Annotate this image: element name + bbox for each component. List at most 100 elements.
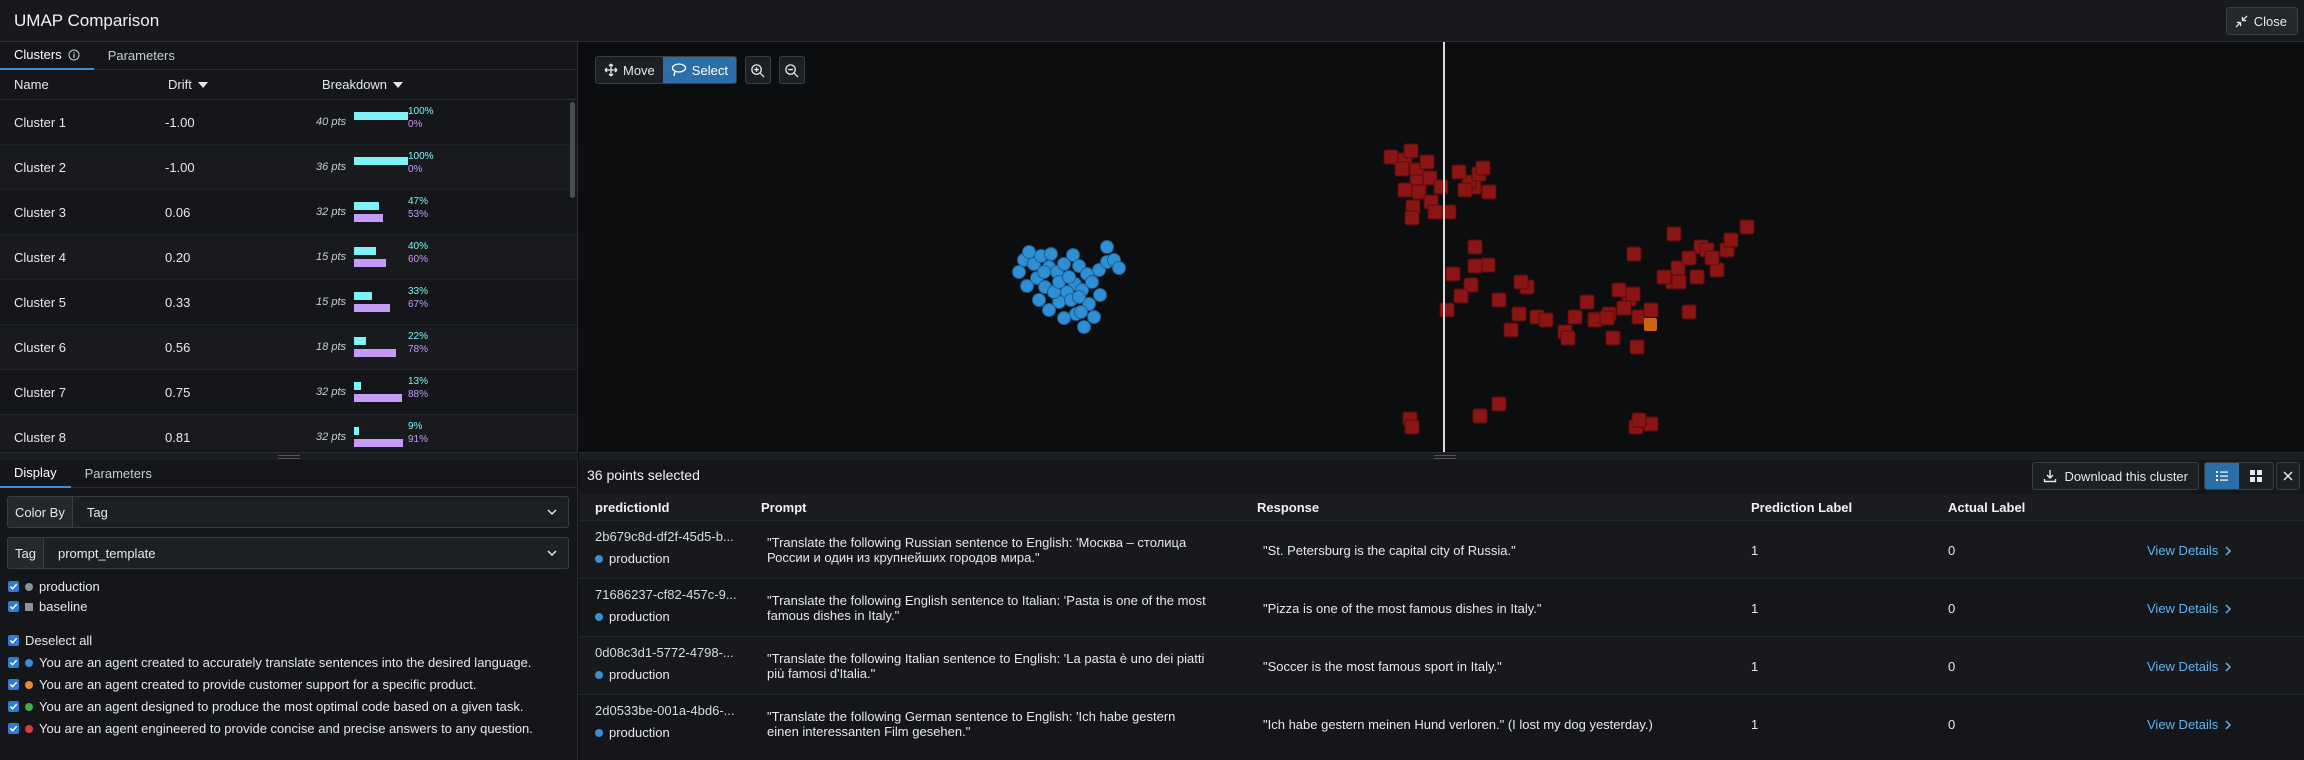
umap-point-selected[interactable] xyxy=(1042,303,1056,317)
column-name[interactable]: Name xyxy=(14,77,49,92)
umap-point[interactable] xyxy=(1681,250,1697,266)
umap-point-selected[interactable] xyxy=(1032,293,1046,307)
clusters-scrollbar[interactable] xyxy=(570,102,575,198)
info-icon[interactable] xyxy=(68,49,80,61)
right-splitter[interactable] xyxy=(579,452,2304,460)
umap-point-selected[interactable] xyxy=(1077,320,1091,334)
umap-point[interactable] xyxy=(1491,292,1507,308)
umap-point-selected[interactable] xyxy=(1057,257,1071,271)
zoom-in-button[interactable] xyxy=(744,56,771,84)
umap-point[interactable] xyxy=(1394,161,1410,177)
umap-point[interactable] xyxy=(1739,219,1755,235)
umap-point[interactable] xyxy=(1599,310,1615,326)
umap-point[interactable] xyxy=(1441,204,1457,220)
umap-point-selected[interactable] xyxy=(1022,245,1036,259)
umap-point[interactable] xyxy=(1689,269,1705,285)
view-details-link[interactable]: View Details xyxy=(2147,601,2232,616)
umap-point[interactable] xyxy=(1644,318,1657,331)
umap-point[interactable] xyxy=(1723,232,1739,248)
umap-point[interactable] xyxy=(1422,170,1438,186)
download-cluster-button[interactable]: Download this cluster xyxy=(2032,462,2199,490)
umap-point[interactable] xyxy=(1453,288,1469,304)
cluster-row[interactable]: Cluster 6 0.56 18 pts 22% 78% xyxy=(0,325,577,370)
umap-point[interactable] xyxy=(1538,312,1554,328)
umap-point[interactable] xyxy=(1463,277,1479,293)
cluster-row[interactable]: Cluster 3 0.06 32 pts 47% 53% xyxy=(0,190,577,235)
umap-point[interactable] xyxy=(1656,269,1672,285)
template-checkbox[interactable]: You are an agent created to accurately t… xyxy=(8,655,531,670)
umap-point[interactable] xyxy=(1513,274,1529,290)
list-view-button[interactable] xyxy=(2205,463,2239,489)
umap-point[interactable] xyxy=(1567,309,1583,325)
deselect-all-checkbox[interactable]: Deselect all xyxy=(8,633,92,648)
umap-point[interactable] xyxy=(1480,257,1496,273)
env-baseline-checkbox[interactable]: baseline xyxy=(8,599,87,614)
umap-point[interactable] xyxy=(1467,258,1483,274)
umap-point-selected[interactable] xyxy=(1066,248,1080,262)
umap-point[interactable] xyxy=(1671,274,1687,290)
umap-point[interactable] xyxy=(1404,419,1420,435)
umap-point[interactable] xyxy=(1666,226,1682,242)
cluster-row[interactable]: Cluster 7 0.75 32 pts 13% 88% xyxy=(0,370,577,415)
umap-point-selected[interactable] xyxy=(1074,305,1088,319)
umap-point[interactable] xyxy=(1611,282,1627,298)
view-details-link[interactable]: View Details xyxy=(2147,659,2232,674)
zoom-out-button[interactable] xyxy=(778,56,805,84)
umap-point[interactable] xyxy=(1404,210,1420,226)
cluster-row[interactable]: Cluster 2 -1.00 36 pts 100% 0% xyxy=(0,145,577,190)
umap-point-selected[interactable] xyxy=(1037,265,1051,279)
grid-view-button[interactable] xyxy=(2239,463,2273,489)
tab-display[interactable]: Display xyxy=(0,460,71,488)
tab-clusters[interactable]: Clusters xyxy=(0,42,94,70)
umap-point-selected[interactable] xyxy=(1100,240,1114,254)
umap-point[interactable] xyxy=(1629,339,1645,355)
umap-point[interactable] xyxy=(1445,266,1461,282)
view-details-link[interactable]: View Details xyxy=(2147,543,2232,558)
cluster-row[interactable]: Cluster 1 -1.00 40 pts 100% 0% xyxy=(0,100,577,145)
umap-point[interactable] xyxy=(1403,143,1419,159)
column-breakdown[interactable]: Breakdown xyxy=(322,77,404,92)
umap-point[interactable] xyxy=(1433,179,1449,195)
template-checkbox[interactable]: You are an agent designed to produce the… xyxy=(8,699,523,714)
umap-point-selected[interactable] xyxy=(1112,261,1126,275)
cluster-row[interactable]: Cluster 4 0.20 15 pts 40% 60% xyxy=(0,235,577,280)
umap-point[interactable] xyxy=(1397,182,1413,198)
close-selection-button[interactable] xyxy=(2276,462,2300,490)
umap-point-selected[interactable] xyxy=(1044,247,1058,261)
umap-point[interactable] xyxy=(1457,182,1473,198)
umap-point[interactable] xyxy=(1616,300,1632,316)
umap-point-selected[interactable] xyxy=(1012,265,1026,279)
umap-point[interactable] xyxy=(1427,204,1443,220)
umap-point[interactable] xyxy=(1626,246,1642,262)
tab-cluster-parameters[interactable]: Parameters xyxy=(94,42,189,70)
color-by-select[interactable]: Color By Tag xyxy=(7,496,569,528)
umap-point[interactable] xyxy=(1579,294,1595,310)
umap-point[interactable] xyxy=(1419,154,1435,170)
umap-point[interactable] xyxy=(1451,164,1467,180)
umap-point[interactable] xyxy=(1472,408,1488,424)
umap-point-selected[interactable] xyxy=(1087,310,1101,324)
umap-point[interactable] xyxy=(1503,322,1519,338)
umap-point[interactable] xyxy=(1643,302,1659,318)
umap-plot[interactable]: Move Select xyxy=(579,42,2304,452)
umap-point-selected[interactable] xyxy=(1093,288,1107,302)
select-button[interactable]: Select xyxy=(662,57,736,83)
view-details-link[interactable]: View Details xyxy=(2147,717,2232,732)
umap-point-selected[interactable] xyxy=(1085,275,1099,289)
umap-point[interactable] xyxy=(1511,306,1527,322)
cluster-row[interactable]: Cluster 5 0.33 15 pts 33% 67% xyxy=(0,280,577,325)
umap-point[interactable] xyxy=(1681,304,1697,320)
umap-point[interactable] xyxy=(1491,396,1507,412)
env-production-checkbox[interactable]: production xyxy=(8,579,100,594)
umap-point[interactable] xyxy=(1475,160,1491,176)
umap-point[interactable] xyxy=(1625,286,1641,302)
template-checkbox[interactable]: You are an agent engineered to provide c… xyxy=(8,721,533,736)
umap-point-selected[interactable] xyxy=(1020,279,1034,293)
left-splitter[interactable] xyxy=(0,452,578,460)
umap-point-selected[interactable] xyxy=(1057,311,1071,325)
cluster-row[interactable]: Cluster 8 0.81 32 pts 9% 91% xyxy=(0,415,577,450)
umap-point-selected[interactable] xyxy=(1062,270,1076,284)
umap-point[interactable] xyxy=(1411,184,1427,200)
umap-point[interactable] xyxy=(1560,330,1576,346)
umap-point[interactable] xyxy=(1467,239,1483,255)
